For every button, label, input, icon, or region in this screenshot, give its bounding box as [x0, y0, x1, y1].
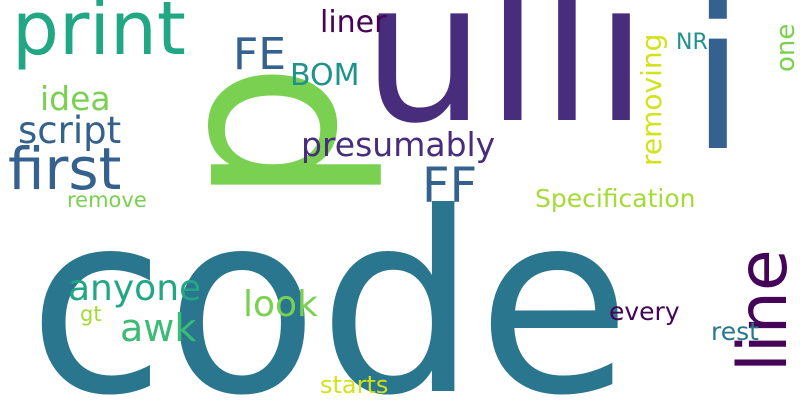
word-print: print: [12, 0, 186, 72]
word-starts: starts: [320, 371, 389, 399]
word-first: first: [8, 135, 122, 203]
word-awk: awk: [120, 306, 197, 350]
word-FE: FE: [233, 29, 287, 80]
word-one: one: [771, 23, 800, 72]
word-presumably: presumably: [301, 125, 496, 164]
word-rest: rest: [711, 317, 759, 346]
word-liner: liner: [320, 5, 387, 40]
word-idea: idea: [40, 79, 111, 118]
word-every: every: [609, 297, 680, 326]
word-FF: FF: [422, 158, 478, 214]
word-removing: removing: [635, 33, 668, 166]
word-BOM: BOM: [290, 58, 360, 93]
word-script: script: [18, 109, 122, 152]
word-anyone: anyone: [68, 268, 202, 309]
word-gt: gt: [80, 302, 102, 326]
word-NR: NR: [676, 30, 708, 55]
word-i: i: [690, 0, 746, 196]
word-line: line: [724, 249, 800, 372]
word-look: look: [243, 284, 318, 325]
word-ulli: ulli: [362, 0, 649, 166]
word-remove: remove: [67, 188, 147, 212]
word-Specification: Specification: [535, 184, 696, 213]
word-code: code: [28, 159, 631, 400]
